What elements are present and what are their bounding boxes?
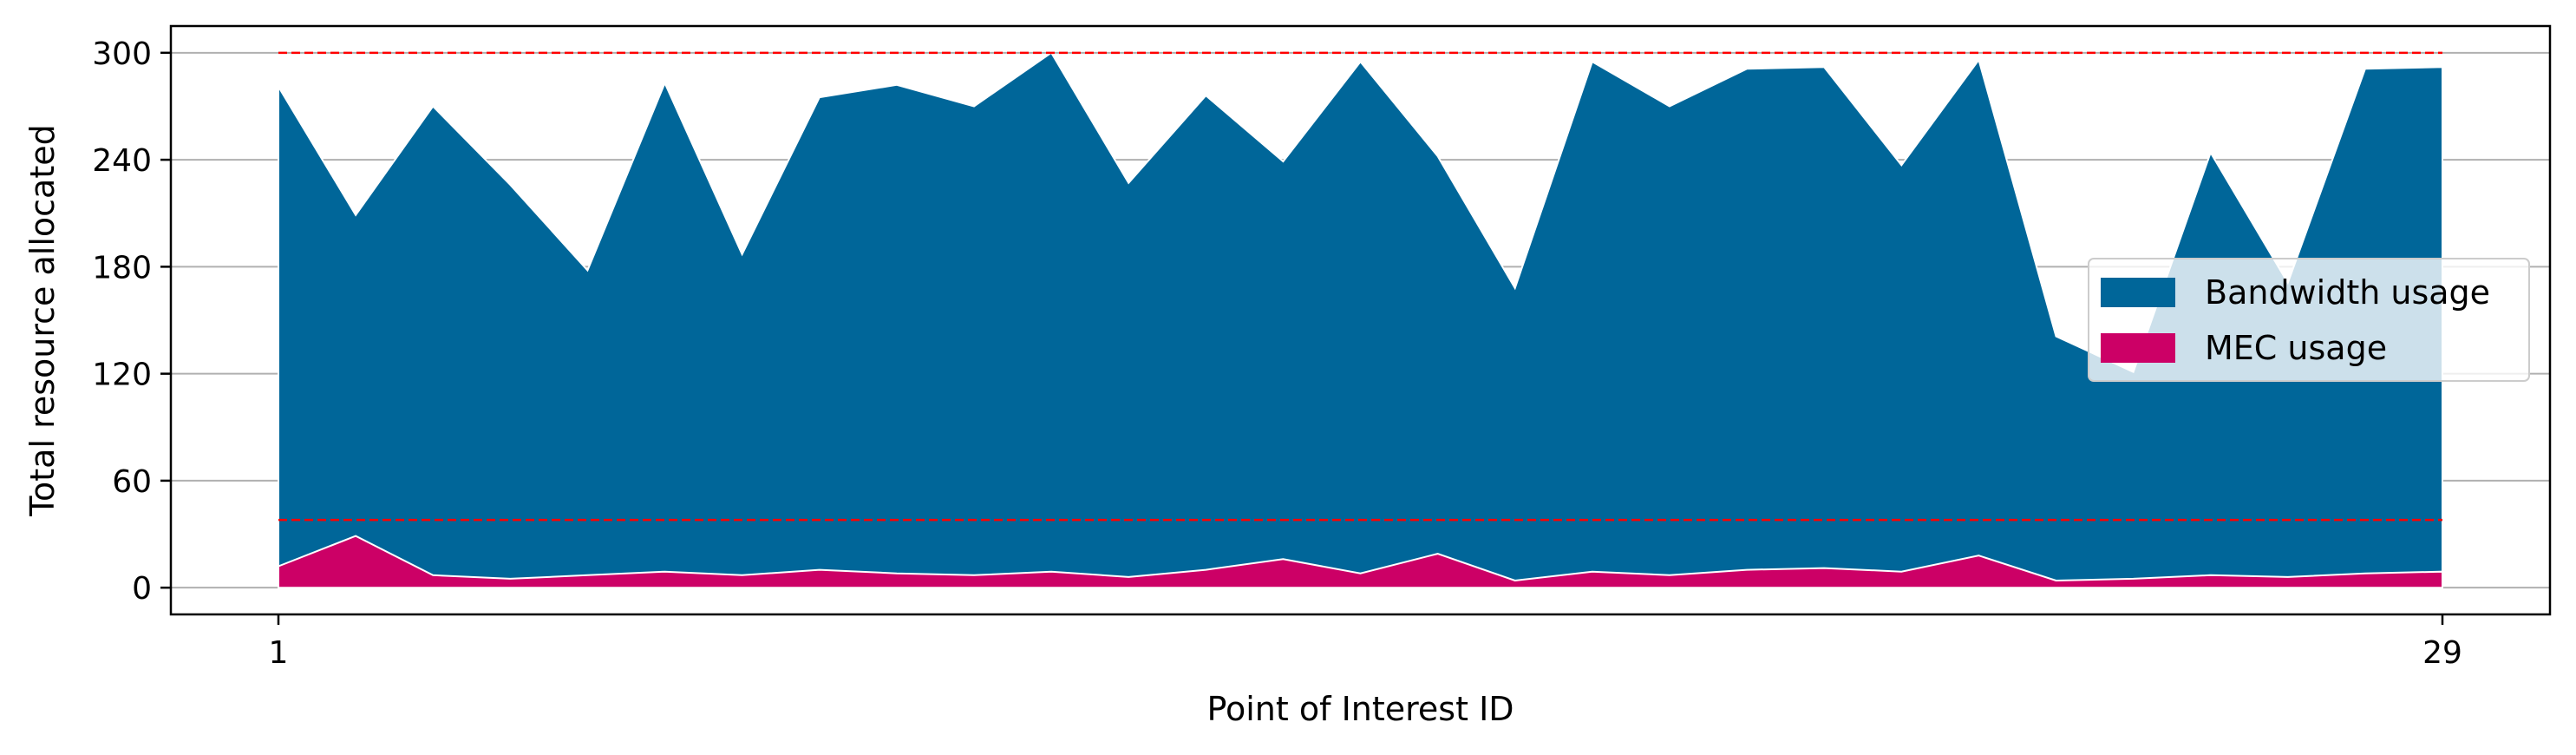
x-axis-label: Point of Interest ID: [1206, 690, 1514, 728]
y-tick-label: 0: [132, 571, 152, 607]
axes: 0 60 120 180 240 300 1 29 Point of Interest ID To…: [23, 24, 2552, 728]
legend-swatch: [2101, 333, 2175, 363]
y-tick-label: 60: [112, 464, 152, 500]
axes-frame: [169, 24, 2552, 616]
plot-area: [171, 51, 2550, 589]
x-tick-label: 1: [269, 635, 289, 671]
y-tick-label: 300: [92, 36, 152, 72]
legend-swatch: [2101, 278, 2175, 307]
y-axis-label: Total resource allocated: [23, 124, 62, 517]
area-mec-usage: [278, 535, 2443, 589]
legend-label: Bandwidth usage: [2205, 273, 2490, 312]
y-tick-label: 180: [92, 250, 152, 286]
x-tick-label: 29: [2422, 635, 2462, 671]
y-tick-label: 120: [92, 358, 152, 393]
legend: Bandwidth usage MEC usage: [2088, 258, 2530, 382]
y-tick-label: 240: [92, 143, 152, 179]
legend-label: MEC usage: [2205, 329, 2387, 367]
legend-box: [2088, 258, 2530, 382]
